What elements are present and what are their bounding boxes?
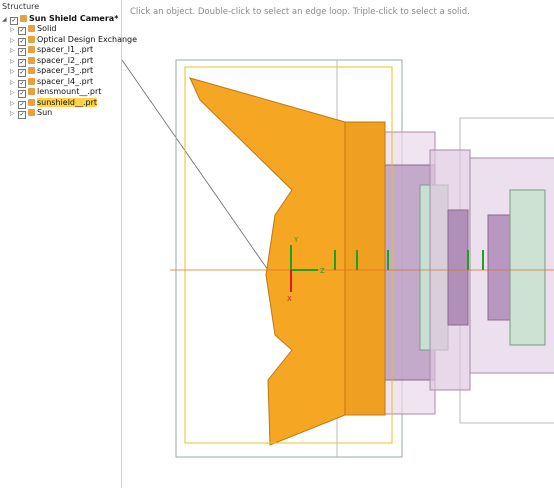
expander[interactable]: ▷: [10, 36, 15, 44]
expander[interactable]: ▷: [10, 68, 15, 75]
icon: [28, 98, 35, 106]
tree-label: spacer_l2_.prt: [37, 55, 94, 65]
triad-label: Y: [293, 236, 299, 244]
triad-label: X: [287, 295, 292, 303]
tree-label: sunshield__.prt: [37, 97, 98, 107]
tree-row[interactable]: ◢ ✓ Sun Shield Camera*: [2, 14, 118, 25]
tree-row[interactable]: ▷ ✓ lensmount__.prt: [10, 87, 101, 98]
selection-box: [184, 66, 393, 444]
lens[interactable]: [509, 189, 546, 346]
tree-row[interactable]: ▷ ✓ sunshield__.prt: [10, 97, 98, 109]
expander[interactable]: ▷: [10, 110, 15, 117]
tree-row[interactable]: ▷ ✓ Sun: [10, 108, 52, 119]
icon: [28, 109, 35, 116]
spacer[interactable]: [447, 209, 469, 326]
expander[interactable]: ▷: [10, 26, 15, 33]
expander[interactable]: ▷: [10, 47, 15, 54]
tree-label: lensmount__.prt: [37, 87, 102, 96]
icon: [28, 25, 35, 32]
tree-label: Optical Design Exchange: [37, 34, 138, 44]
icon: [28, 67, 35, 74]
tree-row[interactable]: ▷ ✓ Solid: [10, 24, 57, 35]
tree-label: Sun Shield Camera*: [29, 14, 119, 23]
tree-row[interactable]: ▷ ✓ spacer_l3_.prt: [10, 66, 93, 77]
status-hint: Click an object. Double-click to select …: [130, 7, 470, 17]
icon: [28, 46, 35, 53]
expander[interactable]: ▷: [10, 89, 15, 96]
expander[interactable]: ◢: [2, 16, 7, 23]
tree-row[interactable]: ▷ ✓ spacer_l1_.prt: [10, 45, 93, 56]
expander[interactable]: ▷: [10, 57, 15, 65]
checkbox[interactable]: ✓: [18, 69, 26, 77]
icon: [28, 77, 35, 85]
checkbox[interactable]: ✓: [18, 58, 26, 67]
checkbox[interactable]: ✓: [18, 48, 26, 56]
icon: [20, 15, 27, 22]
checkbox[interactable]: ✓: [18, 111, 26, 119]
tree-row[interactable]: ▷ ✓ spacer_l2_.prt: [10, 56, 93, 67]
tree-label: spacer_l4_.prt: [37, 76, 94, 86]
tree-label: spacer_l3_.prt: [37, 66, 94, 75]
tree-label: Sun: [37, 108, 53, 117]
tree-label: Solid: [37, 24, 57, 33]
checkbox[interactable]: ✓: [10, 17, 18, 25]
icon: [28, 35, 35, 43]
tree-label: spacer_l1_.prt: [37, 45, 94, 54]
tree-row[interactable]: ▷ ✓ Optical Design Exchange: [10, 35, 137, 46]
checkbox[interactable]: ✓: [18, 37, 26, 46]
structure-panel: Structure ◢ ✓ Sun Shield Camera* ▷ ✓ Solid ▷ ✓ O…: [0, 0, 137, 488]
icon: [28, 88, 35, 95]
icon: [28, 56, 35, 64]
triad-label: Z: [320, 267, 325, 275]
checkbox[interactable]: ✓: [18, 100, 26, 109]
checkbox[interactable]: ✓: [18, 79, 26, 88]
checkbox[interactable]: ✓: [18, 90, 26, 98]
expander[interactable]: ▷: [10, 99, 15, 107]
tree-row[interactable]: ▷ ✓ spacer_l4_.prt: [10, 77, 93, 88]
panel-title: Structure: [2, 2, 40, 11]
expander[interactable]: ▷: [10, 78, 15, 86]
leader-line: [121, 59, 269, 271]
checkbox[interactable]: ✓: [18, 27, 26, 35]
sunshield-ring[interactable]: [344, 121, 386, 416]
lens-part[interactable]: [487, 214, 511, 321]
